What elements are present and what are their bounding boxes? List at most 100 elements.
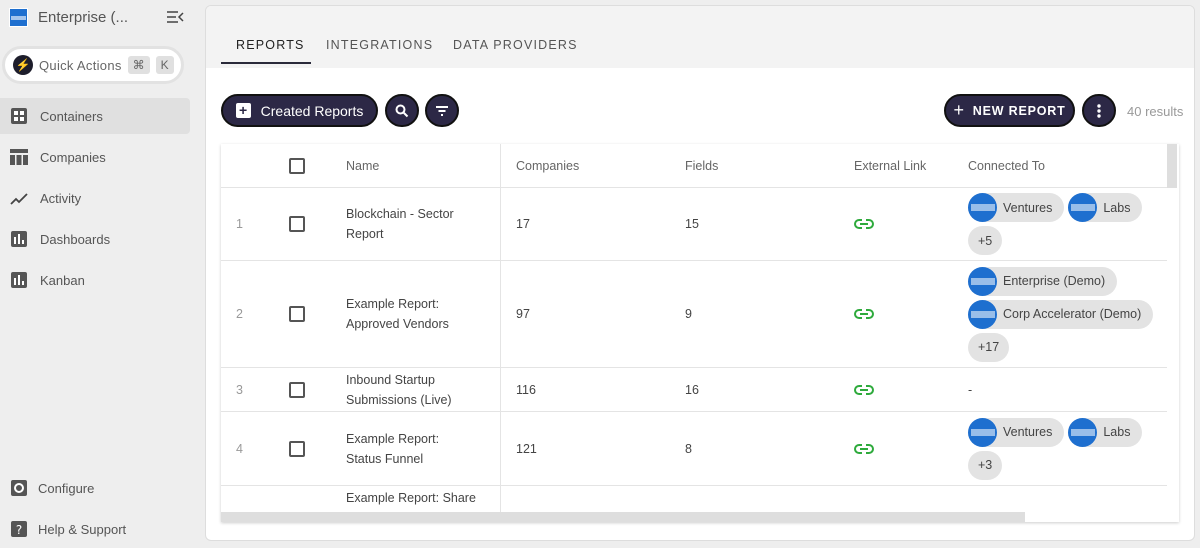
tab-bar: REPORTS INTEGRATIONS DATA PROVIDERS [206, 6, 1194, 68]
row-number: 2 [236, 307, 243, 321]
more-chip[interactable]: +5 [968, 226, 1003, 255]
tab-data-providers[interactable]: DATA PROVIDERS [453, 38, 578, 52]
configure-link[interactable]: Configure [10, 479, 94, 497]
sidebar-item-companies[interactable]: Companies [0, 139, 190, 175]
search-icon [395, 104, 409, 117]
table-row[interactable]: 4 Example Report: Status Funnel 121 8 Ventur… [221, 412, 1167, 486]
more-options-button[interactable] [1082, 94, 1116, 127]
fields-count: 15 [685, 217, 699, 231]
sidebar-item-label: Companies [40, 149, 106, 165]
fields-count: 8 [685, 441, 692, 456]
trend-line-icon [10, 193, 28, 205]
sidebar-item-containers[interactable]: Containers [0, 98, 190, 134]
connected-chip[interactable]: Labs [1068, 193, 1143, 222]
companies-count: 121 [516, 441, 537, 456]
sidebar-item-label: Dashboards [40, 231, 111, 247]
sidebar-item-label: Kanban [40, 272, 85, 288]
search-button[interactable] [385, 94, 419, 127]
row-number: 3 [236, 382, 243, 397]
vertical-scrollbar[interactable] [1167, 144, 1177, 188]
table-row[interactable]: 3 Inbound Startup Submissions (Live) 116 16… [221, 368, 1167, 412]
results-count: 40 results [1127, 104, 1184, 119]
connected-chip[interactable]: Ventures [968, 417, 1065, 447]
chip-label: Labs [1103, 200, 1131, 215]
reports-table: Name Companies Fields External Link Conn… [221, 144, 1179, 522]
report-name[interactable]: Example Report: Share [346, 491, 476, 505]
quick-actions-button[interactable]: ⚡ Quick Actions ⌘ K [2, 46, 184, 84]
column-connected-to[interactable]: Connected To [968, 158, 1045, 173]
sidebar-item-label: Containers [40, 108, 103, 124]
sidebar-item-label: Activity [40, 190, 82, 206]
table-icon [10, 149, 28, 165]
new-report-label: NEW REPORT [972, 103, 1066, 118]
sidebar-item-activity[interactable]: Activity [0, 180, 190, 216]
chip-label: Ventures [1003, 200, 1053, 215]
help-icon: ? [11, 521, 27, 537]
fields-count: 16 [685, 382, 699, 397]
link-icon[interactable] [854, 443, 874, 454]
more-chip[interactable]: +3 [968, 450, 1003, 480]
table-row[interactable]: 1 Blockchain - Sector Report 17 15 Ventures L… [221, 188, 1167, 261]
org-switcher[interactable]: Enterprise (... [9, 8, 128, 27]
connected-chip[interactable]: Labs [1068, 417, 1143, 447]
companies-count: 17 [516, 217, 530, 231]
shortcut-k: K [155, 56, 174, 74]
svg-text:?: ? [16, 523, 22, 537]
table-header: Name Companies Fields External Link Conn… [221, 144, 1167, 188]
created-reports-filter[interactable]: + Created Reports [221, 94, 378, 127]
shortcut-cmd: ⌘ [127, 56, 150, 74]
report-name[interactable]: Example Report: Approved Vendors [346, 297, 449, 331]
more-chip[interactable]: +17 [968, 332, 1010, 362]
bar-chart-icon [11, 272, 27, 288]
link-icon[interactable] [854, 384, 874, 395]
gear-icon [11, 480, 27, 496]
select-all-checkbox[interactable] [289, 157, 305, 174]
org-avatar [1068, 193, 1098, 222]
sidebar: Enterprise (... ⚡ Quick Actions ⌘ K Cont… [0, 0, 200, 548]
quick-actions-label: Quick Actions [39, 57, 122, 73]
connected-chip[interactable]: Enterprise (Demo) [968, 266, 1118, 296]
table-row[interactable]: Example Report: Share [221, 486, 1167, 522]
sidebar-item-dashboards[interactable]: Dashboards [0, 221, 190, 257]
row-number: 1 [236, 217, 243, 231]
tab-reports[interactable]: REPORTS [236, 38, 305, 52]
collapse-sidebar-icon[interactable] [166, 10, 184, 24]
fields-count: 9 [685, 307, 692, 321]
plus-square-icon: + [235, 103, 251, 118]
filter-button[interactable] [425, 94, 459, 127]
link-icon[interactable] [854, 219, 874, 229]
report-name[interactable]: Example Report: Status Funnel [346, 431, 440, 466]
chip-label: Enterprise (Demo) [1003, 274, 1106, 288]
new-report-button[interactable]: + NEW REPORT [944, 94, 1075, 127]
active-tab-indicator [221, 62, 311, 64]
plus-icon: + [953, 100, 965, 120]
row-checkbox[interactable] [289, 306, 305, 322]
tab-integrations[interactable]: INTEGRATIONS [326, 38, 434, 52]
sidebar-item-kanban[interactable]: Kanban [0, 262, 190, 298]
org-avatar [968, 299, 997, 329]
bar-chart-icon [11, 231, 27, 247]
help-support-link[interactable]: ? Help & Support [10, 520, 126, 538]
column-companies[interactable]: Companies [516, 158, 580, 173]
column-name[interactable]: Name [346, 158, 380, 173]
report-name[interactable]: Blockchain - Sector Report [346, 207, 454, 241]
filter-icon [436, 105, 448, 116]
horizontal-scrollbar[interactable] [221, 512, 1025, 522]
connected-chip[interactable]: Ventures [968, 193, 1065, 222]
row-checkbox[interactable] [289, 216, 305, 232]
row-checkbox[interactable] [289, 381, 305, 398]
row-number: 4 [236, 441, 243, 456]
org-avatar [968, 417, 997, 447]
lightning-icon: ⚡ [13, 55, 33, 75]
row-checkbox[interactable] [289, 440, 305, 457]
connected-chip[interactable]: Corp Accelerator (Demo) [968, 299, 1154, 329]
help-label: Help & Support [38, 521, 127, 537]
column-fields[interactable]: Fields [685, 158, 719, 173]
link-icon[interactable] [854, 309, 874, 319]
main-panel: REPORTS INTEGRATIONS DATA PROVIDERS + Cr… [205, 5, 1195, 541]
grid-icon [11, 108, 27, 124]
chip-label: Corp Accelerator (Demo) [1003, 307, 1142, 321]
report-name[interactable]: Inbound Startup Submissions (Live) [346, 372, 452, 407]
column-external-link[interactable]: External Link [854, 158, 927, 173]
table-row[interactable]: 2 Example Report: Approved Vendors 97 9 Ente… [221, 261, 1167, 368]
